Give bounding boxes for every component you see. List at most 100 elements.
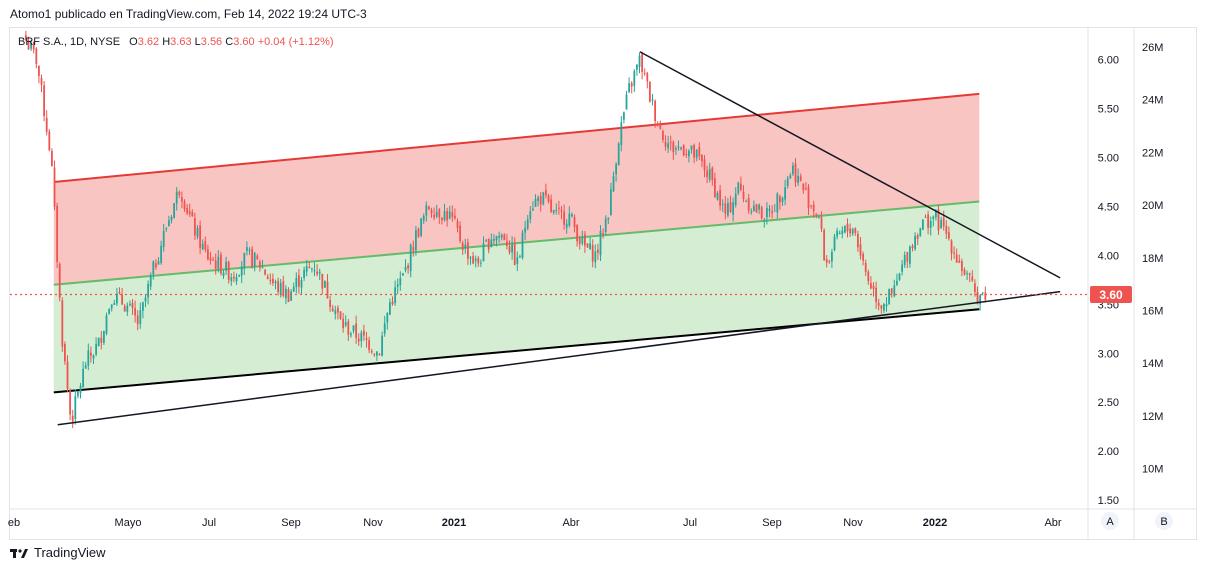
candle (480, 259, 482, 268)
candle (706, 165, 709, 184)
support-trend-line[interactable] (57, 290, 1061, 426)
candle (968, 272, 971, 283)
publisher-line: Atomo1 publicado en TradingView.com, Feb… (10, 7, 367, 21)
candle (568, 206, 571, 228)
candle (194, 212, 196, 240)
candle (321, 273, 324, 295)
candle (711, 166, 714, 186)
candle (565, 219, 568, 234)
candle (220, 251, 222, 276)
candle (477, 256, 480, 267)
auto-scale-label[interactable]: A (1106, 516, 1114, 528)
candle (186, 204, 189, 216)
candle (976, 286, 979, 305)
time-tick: 2021 (442, 517, 466, 529)
candle (66, 355, 69, 393)
price-tick: 4.50 (1098, 201, 1119, 213)
candle (815, 213, 818, 219)
candle (841, 226, 844, 239)
candle (298, 268, 300, 294)
candle (716, 191, 719, 201)
time-tick: Nov (363, 517, 383, 529)
settings-b-label[interactable]: B (1160, 516, 1167, 528)
candle (550, 194, 553, 213)
candle (131, 299, 134, 315)
candle (456, 218, 459, 233)
low-value: 3.56 (200, 36, 223, 48)
candle (264, 268, 267, 276)
candle (955, 248, 958, 263)
candle (300, 276, 303, 295)
candle (422, 213, 425, 224)
candle (162, 223, 165, 252)
candle (846, 218, 849, 238)
candles (25, 30, 987, 429)
candle (365, 331, 368, 348)
candle (825, 255, 828, 268)
candle (324, 280, 326, 288)
candle (789, 172, 792, 179)
candle (438, 208, 441, 224)
price-axis[interactable]: 6.005.505.004.504.003.503.002.502.001.50 (1098, 55, 1119, 508)
candle (958, 254, 961, 264)
candle (64, 341, 66, 365)
channel-lower-fill (53, 201, 980, 393)
candle (136, 310, 139, 331)
candle (586, 243, 589, 248)
settings-b-button[interactable]: B (1155, 512, 1173, 530)
candle (282, 275, 285, 298)
candle (656, 121, 659, 127)
candle (906, 251, 909, 269)
candle (103, 330, 105, 346)
price-badge: 3.60 (1090, 286, 1132, 304)
candle (355, 315, 358, 344)
resistance-trend-line[interactable] (639, 51, 1061, 279)
candle (708, 162, 711, 183)
candle (750, 208, 753, 215)
footer[interactable]: TradingView (10, 545, 106, 560)
candle (547, 193, 550, 204)
candle (888, 288, 891, 306)
candle (113, 299, 116, 305)
time-tick: Abr (1044, 517, 1061, 529)
candle (901, 259, 904, 276)
candle (571, 212, 573, 218)
candle (173, 203, 176, 219)
auto-scale-button[interactable]: A (1101, 512, 1119, 530)
time-axis[interactable]: eb Mayo Jul Sep Nov 2021 Abr Jul Sep Nov 2022 Abr (8, 517, 1062, 529)
candle (755, 203, 758, 213)
volume-tick: 12M (1142, 411, 1163, 423)
candle (386, 311, 389, 330)
candle (695, 149, 698, 162)
candle (961, 258, 963, 277)
candle (100, 331, 103, 350)
candle (534, 194, 537, 207)
candle (740, 176, 742, 192)
candle (604, 215, 607, 235)
candle (625, 90, 628, 110)
volume-tick: 22M (1142, 147, 1163, 159)
candle (820, 211, 823, 233)
channel-upper-line[interactable] (53, 92, 980, 183)
candle (495, 235, 498, 247)
candle (243, 252, 246, 275)
candle (165, 226, 168, 232)
candle (469, 255, 472, 265)
candle (714, 172, 716, 198)
candle (927, 210, 930, 235)
candle (940, 216, 943, 229)
candle (786, 175, 789, 189)
channel-middle-line[interactable] (53, 200, 980, 286)
footer-brand[interactable]: TradingView (34, 545, 106, 560)
candle (680, 146, 683, 151)
candle (316, 264, 319, 277)
candle (295, 272, 298, 294)
volume-axis[interactable]: 26M 24M 22M 20M 18M 16M 14M 12M 10M (1142, 42, 1163, 476)
candle (529, 206, 532, 224)
candle (97, 337, 100, 347)
candle (430, 207, 433, 218)
price-tick: 6.00 (1098, 55, 1119, 67)
candle (885, 296, 888, 312)
candle (441, 216, 443, 225)
